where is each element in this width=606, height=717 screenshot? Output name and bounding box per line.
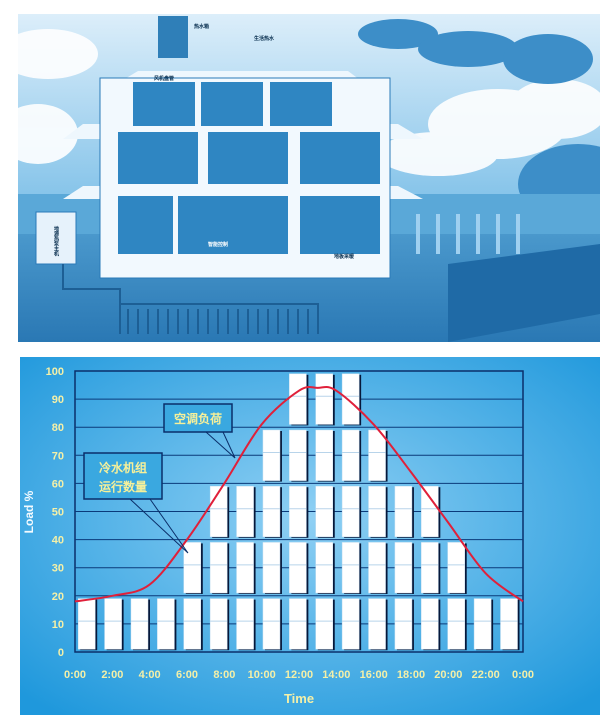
callout-chillers: 冷水机组 运行数量 xyxy=(83,452,189,554)
chiller-block xyxy=(157,598,175,650)
chiller-block xyxy=(209,542,228,594)
y-tick-label: 20 xyxy=(52,591,64,603)
chiller-block xyxy=(315,373,333,425)
x-tick-label: 18:00 xyxy=(397,669,425,681)
clouds xyxy=(18,29,600,176)
chiller-block xyxy=(262,542,281,594)
chiller-block xyxy=(315,542,333,594)
label-smart-control: 智能控制 xyxy=(208,241,228,248)
callout-chillers-line1: 冷水机组 xyxy=(99,460,147,475)
chiller-block xyxy=(315,598,333,650)
chiller-block xyxy=(289,598,307,650)
y-tick-label: 70 xyxy=(52,450,64,462)
chiller-block xyxy=(394,598,413,650)
y-tick-label: 0 xyxy=(58,647,64,659)
chiller-block xyxy=(183,598,202,650)
x-tick-label: 14:00 xyxy=(322,669,350,681)
chiller-block xyxy=(368,485,386,538)
chiller-block xyxy=(236,598,254,650)
chiller-block xyxy=(341,598,360,650)
label-fan-coil: 风机盘管 xyxy=(154,75,174,82)
chiller-block xyxy=(262,485,281,538)
x-tick-label: 8:00 xyxy=(213,669,235,681)
chiller-block xyxy=(183,542,202,594)
x-tick-label: 4:00 xyxy=(139,669,161,681)
chiller-block xyxy=(77,598,96,650)
x-tick-label: 0:00 xyxy=(64,669,86,681)
y-axis-title: Load % xyxy=(22,490,36,533)
callout-chillers-line2: 运行数量 xyxy=(99,479,147,494)
chiller-block xyxy=(289,429,307,481)
x-axis-title: Time xyxy=(284,691,314,706)
chiller-block xyxy=(130,598,149,650)
chiller-block xyxy=(262,429,281,481)
y-tick-label: 90 xyxy=(52,394,64,406)
house: 热水箱 生活热水 风机盘管 地板采暖 智能控制 xyxy=(63,16,423,279)
x-tick-labels: 0:00 2:00 4:00 6:00 8:00 10:00 12:00 14:00 16:00… xyxy=(64,669,534,681)
chiller-block xyxy=(368,598,386,650)
callout-load: 空调负荷 xyxy=(163,403,236,459)
chiller-block xyxy=(315,429,333,481)
chiller-block xyxy=(236,542,254,594)
y-tick-label: 60 xyxy=(52,478,64,490)
chiller-block xyxy=(341,429,360,481)
chiller-block xyxy=(289,542,307,594)
heat-pump-unit: 地源热泵主机 xyxy=(35,211,77,265)
x-tick-label: 6:00 xyxy=(176,669,198,681)
x-tick-label: 0:00 xyxy=(512,669,534,681)
hot-water-tank xyxy=(158,16,188,58)
chiller-block xyxy=(209,598,228,650)
chiller-block xyxy=(421,485,439,538)
chiller-block xyxy=(341,542,360,594)
y-tick-label: 80 xyxy=(52,422,64,434)
y-tick-label: 100 xyxy=(46,366,64,378)
chiller-block xyxy=(473,598,492,650)
chiller-block xyxy=(368,429,386,481)
label-domestic-hot-water: 生活热水 xyxy=(254,35,275,42)
label-heat-pump-unit: 地源热泵主机 xyxy=(53,225,60,257)
chiller-block xyxy=(236,485,254,538)
y-tick-labels: 0 10 20 30 40 50 60 70 80 90 100 xyxy=(46,366,64,659)
chiller-bars xyxy=(77,373,520,651)
y-tick-label: 30 xyxy=(52,563,64,575)
chiller-block xyxy=(368,542,386,594)
chiller-block xyxy=(421,598,439,650)
ground-loop-pipes xyxy=(62,264,319,334)
y-tick-label: 10 xyxy=(52,619,64,631)
x-tick-label: 16:00 xyxy=(360,669,388,681)
label-hot-water-tank: 热水箱 xyxy=(194,23,209,30)
chiller-block xyxy=(447,598,465,650)
x-tick-label: 12:00 xyxy=(285,669,313,681)
chiller-block xyxy=(315,485,333,538)
chiller-block xyxy=(289,485,307,538)
chiller-block xyxy=(500,598,518,650)
chiller-block xyxy=(341,373,360,425)
soil-block xyxy=(448,244,600,342)
chiller-block xyxy=(394,485,413,538)
y-tick-label: 50 xyxy=(52,507,64,519)
x-tick-label: 2:00 xyxy=(101,669,123,681)
load-curve xyxy=(74,385,524,603)
ground-source-heat-pump-illustration: 热水箱 生活热水 风机盘管 地板采暖 智能控制 地源热泵主机 xyxy=(18,14,600,342)
callout-load-text: 空调负荷 xyxy=(174,411,222,426)
label-floor-heating: 地板采暖 xyxy=(334,253,355,260)
y-tick-label: 40 xyxy=(52,535,64,547)
chiller-block xyxy=(421,542,439,594)
fence xyxy=(416,214,520,254)
x-tick-label: 20:00 xyxy=(434,669,462,681)
chiller-block xyxy=(104,598,122,650)
x-tick-label: 22:00 xyxy=(472,669,500,681)
chiller-block xyxy=(341,485,360,538)
x-tick-label: 10:00 xyxy=(248,669,276,681)
chiller-block xyxy=(394,542,413,594)
chiller-block xyxy=(262,598,281,650)
chart-background xyxy=(20,357,600,715)
chiller-block xyxy=(289,373,307,425)
chiller-block xyxy=(447,542,465,594)
